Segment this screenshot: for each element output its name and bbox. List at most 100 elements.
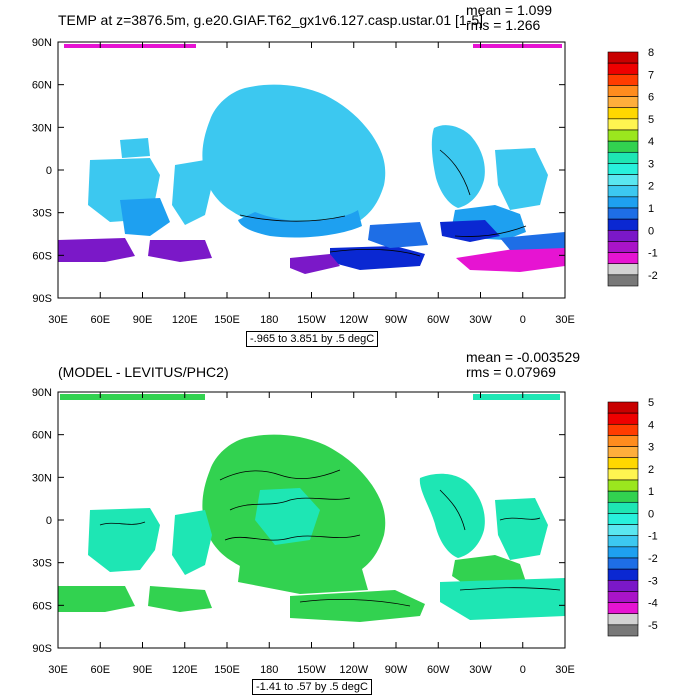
arabian-sea <box>120 138 150 158</box>
lon-tick-label: 0 <box>520 664 526 676</box>
lat-axis: 90N 60N 30N 0 30S 60S 90S <box>32 37 565 305</box>
panel-model-minus-levitus: (MODEL - LEVITUS/PHC2) mean = -0.003529 … <box>0 350 700 700</box>
panel-title: (MODEL - LEVITUS/PHC2) <box>58 364 229 380</box>
lat-tick-label: 60S <box>32 250 52 262</box>
colorbar-cell <box>607 624 639 637</box>
indian-ocean-west2 <box>120 198 170 236</box>
colorbar-cell <box>607 579 639 592</box>
southern-ocean-west <box>58 238 135 262</box>
lon-axis: 30E 60E 90E 120E 150E 180 150W 120W 90W 60W 30W 0 30… <box>48 392 575 676</box>
colorbar-cell <box>607 118 639 131</box>
lon-tick-label: 60E <box>90 314 110 326</box>
southern-ocean-mid-blue <box>368 222 428 248</box>
lon-tick-label: 60E <box>90 664 110 676</box>
contour-line <box>229 497 351 511</box>
colorbar-cell <box>607 107 639 120</box>
colorbar-label: -5 <box>648 620 658 632</box>
pacific-patch <box>255 488 320 545</box>
lon-tick-label: 120W <box>339 664 368 676</box>
colorbar-cell <box>607 263 639 276</box>
colorbar-cell <box>607 457 639 470</box>
lon-tick-label: 30E <box>48 664 68 676</box>
lon-tick-label: 60W <box>427 314 450 326</box>
contour-line <box>219 469 341 481</box>
colorbar-cell <box>607 501 639 514</box>
colorbar-cell <box>607 140 639 153</box>
contour-range-label: -.965 to 3.851 by .5 degC <box>246 331 379 347</box>
contour-line <box>239 214 346 222</box>
colorbar-cell <box>607 613 639 626</box>
colorbar-label: -1 <box>648 248 658 260</box>
colorbar-cell <box>607 207 639 220</box>
colorbar-cell <box>607 524 639 537</box>
stats-block: mean = -0.003529 rms = 0.07969 <box>466 350 580 380</box>
lon-axis: 30E 60E 90E 120E 150E 180 150W 120W 90W 60W 30W 0 30… <box>48 42 575 326</box>
lon-tick-label: 30E <box>555 664 575 676</box>
rms-value: rms = 0.07969 <box>466 364 556 380</box>
lon-tick-label: 180 <box>260 664 278 676</box>
mean-value: mean = -0.003529 <box>466 349 581 365</box>
lon-tick-label: 120W <box>339 314 368 326</box>
contour-lines <box>99 469 561 607</box>
lon-tick-label: 150E <box>214 314 240 326</box>
lon-tick-label: 90W <box>385 664 408 676</box>
panel-model-temperature: TEMP at z=3876.5m, g.e20.GIAF.T62_gx1v6.… <box>32 3 658 347</box>
contour-line <box>499 517 541 521</box>
pacific-basin <box>202 84 386 234</box>
colorbar-label: 0 <box>648 225 654 237</box>
colorbar-label: 3 <box>648 158 654 170</box>
southern-ocean-west <box>58 586 135 612</box>
colorbar-cell <box>607 174 639 187</box>
mean-value: mean = 1.099 <box>466 2 553 18</box>
colorbar-label: -3 <box>648 575 658 587</box>
contour-range-label: -1.41 to .57 by .5 degC <box>252 679 372 695</box>
lon-tick-label: 30W <box>469 314 492 326</box>
lon-tick-label: 90E <box>133 314 153 326</box>
lon-tick-label: 120E <box>172 314 198 326</box>
southern-ocean-mid <box>148 586 212 612</box>
colorbar-label: 0 <box>648 508 654 520</box>
colorbar: 8 7 6 5 4 3 2 1 0 -1 -2 <box>607 47 658 287</box>
lon-tick-label: 30E <box>48 314 68 326</box>
colorbar-label: -1 <box>648 531 658 543</box>
colorbar-cell <box>607 423 639 436</box>
colorbar-label: 4 <box>648 136 654 148</box>
contour-line <box>454 225 527 237</box>
ocean-field <box>58 44 565 274</box>
arctic-band <box>60 394 205 400</box>
lon-tick-label: 90E <box>133 664 153 676</box>
lat-tick-label: 30S <box>32 208 52 220</box>
contour-line <box>439 489 466 531</box>
colorbar-label: 3 <box>648 442 654 454</box>
southern-ocean-atlantic <box>440 220 500 242</box>
indian-ocean-east <box>172 160 212 225</box>
colorbar-cell <box>607 51 639 64</box>
colorbar-cell <box>607 446 639 459</box>
stats-block: mean = 1.099 rms = 1.266 <box>466 3 552 33</box>
colorbar-cell <box>607 274 639 287</box>
contour-line <box>439 149 471 196</box>
lon-tick-label: 0 <box>520 314 526 326</box>
colorbar-cell <box>607 151 639 164</box>
lat-tick-label: 0 <box>46 515 52 527</box>
lat-tick-label: 90N <box>32 37 52 49</box>
lat-tick-label: 60S <box>32 600 52 612</box>
colorbar-label: 2 <box>648 464 654 476</box>
colorbar: 5 4 3 2 1 0 -1 -2 -3 -4 -5 <box>607 397 658 637</box>
colorbar-cell <box>607 62 639 75</box>
colorbar-cell <box>607 479 639 492</box>
contour-lines <box>239 149 527 257</box>
lon-tick-label: 150E <box>214 664 240 676</box>
colorbar-cell <box>607 535 639 548</box>
lat-axis: 90N 60N 30N 0 30S 60S 90S <box>32 387 565 655</box>
atlantic-east <box>495 148 548 210</box>
colorbar-label: 1 <box>648 203 654 215</box>
southern-ocean-pacific <box>290 590 425 622</box>
colorbar-cell <box>607 591 639 603</box>
colorbar-cell <box>607 252 639 265</box>
colorbar-cell <box>607 490 639 503</box>
lon-tick-label: 180 <box>260 314 278 326</box>
colorbar-label: 5 <box>648 114 654 126</box>
colorbar-cell <box>607 546 639 559</box>
